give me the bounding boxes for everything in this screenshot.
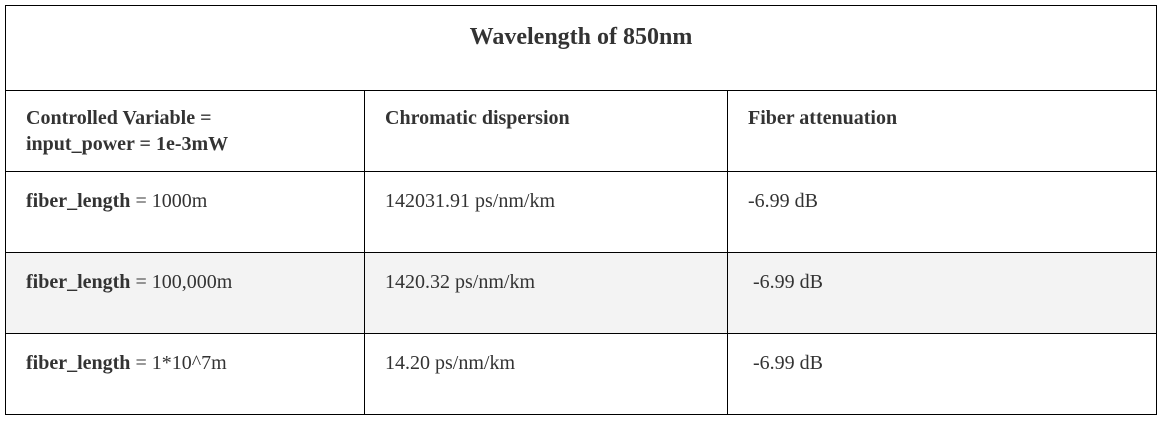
row-dispersion-value: 142031.91 ps/nm/km	[385, 190, 556, 212]
header-dispersion: Chromatic dispersion	[364, 90, 728, 172]
header-dispersion-text: Chromatic dispersion	[385, 107, 570, 129]
row-variable-value: = 100,000m	[130, 271, 233, 293]
title-row: Wavelength of 850nm	[4, 5, 1158, 91]
row-attenuation-value: -6.99 dB	[748, 271, 823, 293]
results-table: Wavelength of 850nm Controlled Variable …	[4, 5, 1158, 415]
row-variable-label: fiber_length	[26, 271, 131, 293]
table-row: fiber_length = 1000m 142031.91 ps/nm/km …	[5, 171, 1158, 253]
row-variable-label: fiber_length	[26, 352, 131, 374]
table-title: Wavelength of 850nm	[469, 24, 693, 50]
row-variable-cell: fiber_length = 1000m	[5, 171, 365, 253]
header-control-line2: input_power = 1e-3mW	[26, 133, 229, 155]
row-dispersion-cell: 142031.91 ps/nm/km	[364, 171, 728, 253]
row-variable-cell: fiber_length = 1*10^7m	[5, 333, 365, 415]
title-cell: Wavelength of 850nm	[4, 5, 1158, 91]
row-variable-label: fiber_length	[26, 190, 131, 212]
row-attenuation-cell: -6.99 dB	[726, 171, 1158, 253]
row-attenuation-cell: -6.99 dB	[726, 252, 1158, 334]
row-variable-cell: fiber_length = 100,000m	[5, 252, 365, 334]
row-attenuation-value: -6.99 dB	[748, 352, 823, 374]
header-row: Controlled Variable = input_power = 1e-3…	[5, 90, 1158, 172]
row-attenuation-value: -6.99 dB	[748, 190, 818, 212]
row-dispersion-value: 1420.32 ps/nm/km	[385, 271, 536, 293]
row-dispersion-value: 14.20 ps/nm/km	[385, 352, 516, 374]
row-attenuation-cell: -6.99 dB	[726, 333, 1158, 415]
row-variable-value: = 1*10^7m	[130, 352, 227, 374]
header-control-line1: Controlled Variable =	[26, 107, 212, 129]
row-dispersion-cell: 1420.32 ps/nm/km	[364, 252, 728, 334]
table-row: fiber_length = 1*10^7m 14.20 ps/nm/km -6…	[5, 333, 1158, 415]
header-attenuation-text: Fiber attenuation	[748, 107, 898, 129]
header-controlled-variable: Controlled Variable = input_power = 1e-3…	[5, 90, 365, 172]
row-variable-value: = 1000m	[130, 190, 208, 212]
row-dispersion-cell: 14.20 ps/nm/km	[364, 333, 728, 415]
header-attenuation: Fiber attenuation	[726, 90, 1158, 172]
table-row: fiber_length = 100,000m 1420.32 ps/nm/km…	[5, 252, 1158, 334]
